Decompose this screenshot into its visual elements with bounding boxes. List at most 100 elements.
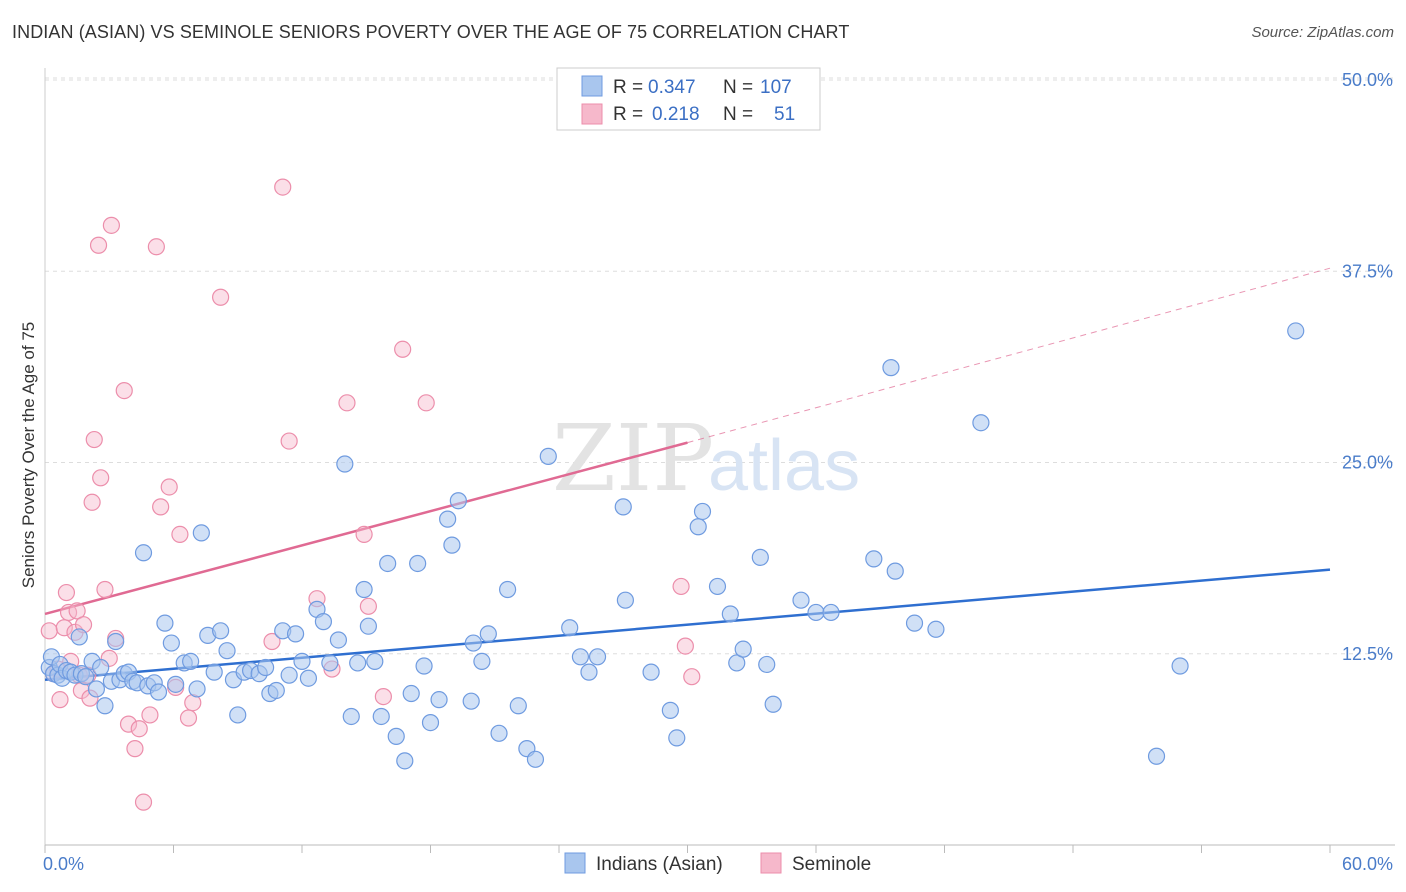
seminole-point-34 <box>179 709 198 727</box>
source-label: Source: ZipAtlas.com <box>1251 24 1394 41</box>
seminole-point-28 <box>141 706 159 724</box>
seminole-point-31 <box>160 478 178 496</box>
seminole-point-29 <box>147 238 165 256</box>
legend-n-label-1: N = <box>723 77 753 98</box>
indians-point-79 <box>509 697 527 715</box>
seminole-point-33 <box>171 525 189 544</box>
indians-point-15 <box>96 697 114 715</box>
indians-point-58 <box>355 580 373 599</box>
y-tick-label-2: 37.5% <box>1342 261 1393 281</box>
seminole-point-5 <box>57 583 76 602</box>
indians-point-33 <box>192 524 210 542</box>
indians-point-63 <box>387 727 405 745</box>
indians-point-57 <box>349 654 367 672</box>
bottom-legend: Indians (Asian) Seminole <box>564 852 871 875</box>
legend-r-value-1: 0.347 <box>648 77 696 98</box>
indians-point-52 <box>314 613 333 631</box>
bottom-legend-swatch-seminole <box>760 852 782 874</box>
seminole-point-24 <box>119 715 138 733</box>
indians-point-13 <box>87 680 106 698</box>
indians-point-78 <box>499 580 517 599</box>
legend-n-value-1: 107 <box>760 77 792 98</box>
y-tick-label-1: 25.0% <box>1342 453 1393 473</box>
axes <box>44 68 1395 853</box>
y-tick-label-3: 50.0% <box>1342 70 1393 90</box>
indians-point-93 <box>693 502 712 521</box>
indians-point-17 <box>107 632 125 651</box>
seminole-point-30 <box>152 498 170 516</box>
seminole-point-36 <box>212 288 230 306</box>
indians-point-71 <box>443 536 461 554</box>
watermark: ZIP atlas <box>552 405 860 512</box>
indians-point-82 <box>539 447 557 465</box>
seminole-point-0 <box>40 622 58 640</box>
seminole-point-39 <box>280 432 298 450</box>
indians-point-9 <box>70 628 88 646</box>
indians-point-68 <box>421 713 440 732</box>
indians-point-29 <box>167 675 185 693</box>
indians-point-54 <box>329 631 348 649</box>
trend-line-seminole <box>44 441 688 616</box>
indians-point-11 <box>77 668 95 686</box>
indians-point-27 <box>156 614 174 632</box>
seminole-point-37 <box>263 632 281 651</box>
seminole-point-48 <box>672 577 690 596</box>
indians-asian-points <box>40 322 1305 770</box>
seminole-point-45 <box>374 687 392 706</box>
indians-point-35 <box>205 663 223 681</box>
indians-point-85 <box>580 663 598 681</box>
indians-point-72 <box>449 492 467 510</box>
indians-point-73 <box>462 692 480 710</box>
seminole-point-9 <box>68 602 86 620</box>
indians-point-47 <box>280 666 298 684</box>
indians-point-43 <box>256 658 275 677</box>
indians-point-90 <box>661 701 679 719</box>
grid-lines <box>45 77 1395 655</box>
indians-point-48 <box>286 625 305 643</box>
seminole-point-17 <box>89 236 108 254</box>
indians-point-99 <box>764 695 782 713</box>
indians-point-76 <box>479 625 497 643</box>
indians-point-103 <box>822 603 840 622</box>
legend-r-label-1: R = <box>613 77 643 98</box>
indians-point-98 <box>758 655 776 674</box>
indians-point-64 <box>396 752 414 770</box>
indians-point-56 <box>342 707 360 726</box>
indians-point-77 <box>490 724 508 742</box>
legend-r-value-2: 0.218 <box>652 104 700 125</box>
indians-point-50 <box>299 669 318 687</box>
indians-point-110 <box>1147 747 1166 765</box>
indians-point-45 <box>267 681 285 700</box>
indians-point-62 <box>379 554 397 573</box>
indians-point-95 <box>721 605 739 623</box>
indians-point-105 <box>882 359 900 377</box>
watermark-zip: ZIP <box>552 405 714 512</box>
indians-point-28 <box>162 634 180 652</box>
indians-point-66 <box>409 554 427 573</box>
indians-point-60 <box>366 652 384 671</box>
x-tick-label-1: 60.0% <box>1342 854 1393 874</box>
indians-point-23 <box>134 544 153 562</box>
legend-swatch-indians <box>581 75 603 97</box>
indians-point-83 <box>561 619 579 637</box>
indians-point-96 <box>728 654 746 672</box>
indians-point-107 <box>905 614 924 632</box>
indians-point-86 <box>588 648 607 666</box>
seminole-point-25 <box>126 740 144 758</box>
trend-lines <box>44 267 1331 682</box>
indians-point-91 <box>668 729 686 747</box>
indians-point-55 <box>336 455 354 473</box>
seminole-point-15 <box>83 493 101 511</box>
y-tick-label-0: 12.5% <box>1342 644 1393 664</box>
indians-point-37 <box>218 642 236 660</box>
trend-line-indians <box>44 568 1331 682</box>
seminole-point-49 <box>676 637 694 655</box>
legend: R = 0.347 N = 107 R = 0.218 N = 51 <box>556 67 821 131</box>
indians-point-36 <box>212 622 230 640</box>
seminole-point-6 <box>59 603 78 622</box>
indians-point-53 <box>321 654 339 672</box>
indians-point-104 <box>886 562 904 580</box>
indians-point-14 <box>92 658 110 677</box>
indians-point-97 <box>734 640 752 658</box>
